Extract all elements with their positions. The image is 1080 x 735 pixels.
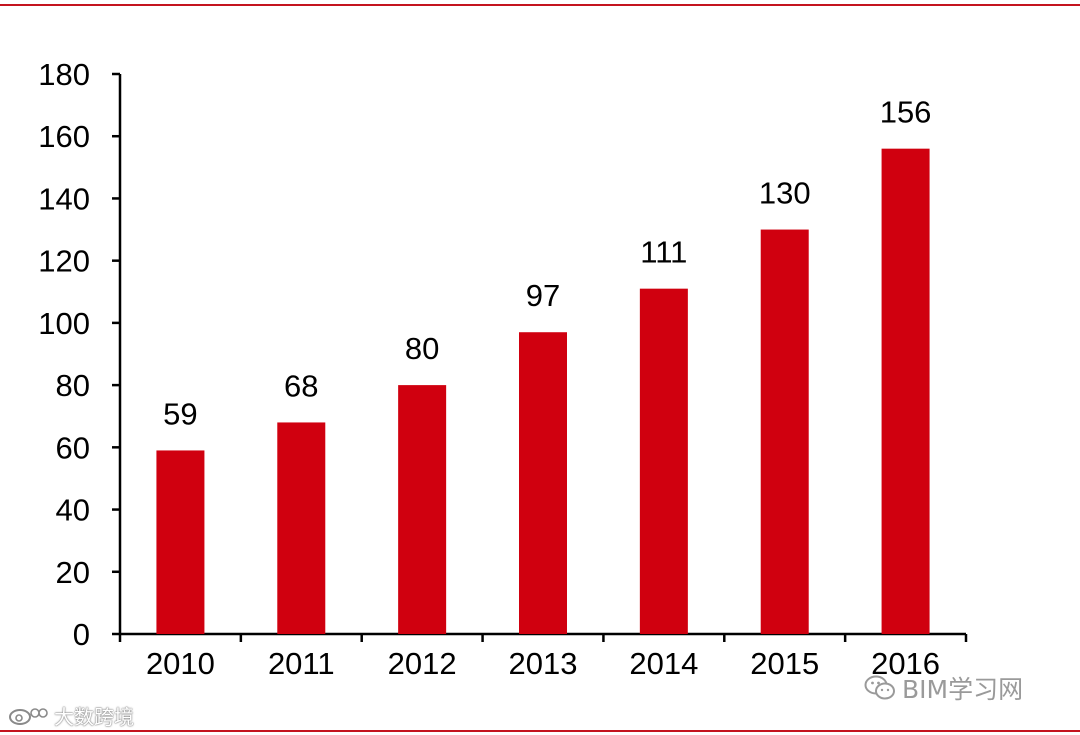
wechat-icon	[864, 675, 895, 700]
bar-2016	[881, 148, 930, 634]
y-tick-label-40: 40	[56, 493, 90, 528]
bar-2010	[156, 450, 205, 634]
y-tick-label-0: 0	[73, 617, 90, 652]
y-tick-label-100: 100	[38, 306, 90, 341]
bar-2013	[519, 332, 567, 634]
data-label-2016: 156	[880, 95, 932, 130]
bottom-rule	[0, 730, 1080, 732]
x-tick-label-2011: 2011	[268, 646, 335, 681]
x-tick-label-2016: 2016	[871, 646, 940, 681]
y-tick-label-140: 140	[38, 181, 90, 216]
y-tick-label-120: 120	[38, 244, 90, 279]
y-tick-label-20: 20	[56, 555, 90, 590]
watermark-dashu: 大数跨境	[8, 700, 134, 730]
data-label-2010: 59	[163, 396, 197, 431]
data-label-2012: 80	[405, 331, 439, 366]
y-tick-label-60: 60	[56, 430, 90, 465]
weibo-icon	[9, 708, 48, 725]
x-tick-label-2014: 2014	[629, 646, 698, 681]
x-tick-label-2013: 2013	[509, 646, 578, 681]
bar-2011	[277, 422, 326, 634]
data-label-2014: 111	[640, 235, 687, 270]
y-tick-label-80: 80	[56, 368, 90, 403]
top-rule	[0, 4, 1080, 6]
y-tick-label-160: 160	[38, 119, 90, 154]
bar-2014	[639, 288, 688, 634]
data-label-2015: 130	[759, 176, 811, 211]
watermark-bim-text: BIM学习网	[902, 675, 1024, 704]
x-tick-label-2015: 2015	[750, 646, 819, 681]
watermark-dashu-text: 大数跨境	[54, 704, 134, 729]
bar-2012	[398, 385, 447, 634]
data-label-2011: 68	[284, 368, 318, 403]
x-tick-label-2012: 2012	[388, 646, 457, 681]
bar-2015	[760, 229, 809, 635]
data-label-2013: 97	[526, 278, 560, 313]
watermark-bim: BIM学习网	[864, 670, 1023, 706]
y-tick-label-180: 180	[38, 57, 90, 92]
x-tick-label-2010: 2010	[146, 646, 215, 681]
